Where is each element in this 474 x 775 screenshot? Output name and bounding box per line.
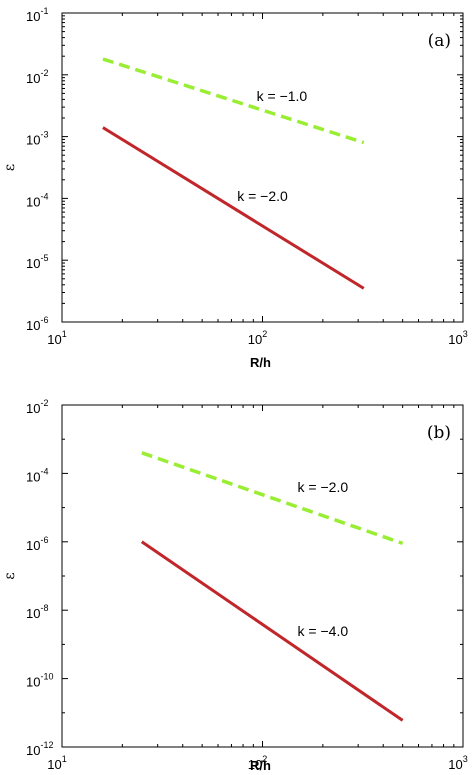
series-line-1	[102, 57, 365, 145]
x-tick-base: 10	[448, 757, 462, 772]
x-tick-exponent: 3	[463, 754, 468, 764]
y-tick-label: 10-4	[26, 191, 48, 209]
x-tick-exponent: 2	[262, 329, 267, 339]
y-tick-base: 10	[26, 743, 40, 758]
series-line-1	[141, 451, 404, 546]
y-tick-label: 10-4	[26, 466, 48, 484]
y-tick-exponent: -1	[40, 6, 48, 16]
y-tick-base: 10	[26, 256, 40, 271]
y-tick-exponent: -4	[40, 191, 48, 201]
x-tick-label: 103	[448, 329, 467, 347]
y-tick-label: 10-10	[26, 672, 53, 690]
plot-frame	[61, 12, 464, 323]
x-tick-exponent: 1	[62, 329, 67, 339]
x-tick-base: 10	[448, 332, 462, 347]
y-tick-base: 10	[26, 469, 40, 484]
annotation-label: k = −2.0	[298, 479, 349, 495]
y-tick-exponent: -2	[40, 398, 48, 408]
y-tick-exponent: -6	[40, 315, 48, 325]
y-axis-label: ε	[2, 164, 18, 171]
x-axis-label: R/h	[250, 355, 271, 370]
panel-tag: (b)	[427, 423, 451, 443]
x-tick-label: 103	[448, 754, 467, 772]
y-axis-label: ε	[2, 572, 18, 579]
y-tick-label: 10-2	[26, 398, 48, 416]
x-tick-base: 10	[248, 757, 262, 772]
x-tick-exponent: 1	[62, 754, 67, 764]
x-tick-base: 10	[47, 757, 61, 772]
annotation-label: k = −1.0	[257, 88, 308, 104]
x-axis-label: R/h	[250, 758, 271, 773]
y-tick-label: 10-8	[26, 603, 48, 621]
y-tick-label: 10-1	[26, 6, 48, 24]
y-tick-exponent: -10	[40, 672, 53, 682]
series-line-2	[102, 126, 365, 290]
y-tick-base: 10	[26, 133, 40, 148]
panel-tag: (a)	[428, 31, 451, 51]
annotation-label: k = −2.0	[237, 188, 288, 204]
plot-frame	[61, 404, 464, 748]
x-tick-exponent: 2	[262, 754, 267, 764]
y-tick-label: 10-6	[26, 315, 48, 333]
y-tick-exponent: -5	[40, 253, 48, 263]
y-tick-base: 10	[26, 538, 40, 553]
y-tick-base: 10	[26, 401, 40, 416]
x-tick-label: 102	[248, 754, 267, 772]
x-tick-exponent: 3	[463, 329, 468, 339]
x-tick-label: 101	[47, 329, 66, 347]
y-tick-label: 10-12	[26, 740, 53, 758]
y-tick-base: 10	[26, 194, 40, 209]
y-tick-label: 10-3	[26, 130, 48, 148]
y-tick-exponent: -4	[40, 466, 48, 476]
y-tick-exponent: -8	[40, 603, 48, 613]
x-tick-label: 101	[47, 754, 66, 772]
y-tick-label: 10-6	[26, 535, 48, 553]
y-tick-exponent: -12	[40, 740, 53, 750]
x-tick-label: 102	[248, 329, 267, 347]
x-tick-base: 10	[248, 332, 262, 347]
y-tick-exponent: -6	[40, 535, 48, 545]
y-tick-label: 10-5	[26, 253, 48, 271]
y-tick-exponent: -3	[40, 130, 48, 140]
y-tick-base: 10	[26, 318, 40, 333]
y-tick-label: 10-2	[26, 68, 48, 86]
y-tick-base: 10	[26, 606, 40, 621]
series-line-2	[140, 540, 404, 722]
y-tick-base: 10	[26, 71, 40, 86]
x-tick-base: 10	[47, 332, 61, 347]
y-tick-base: 10	[26, 9, 40, 24]
y-tick-exponent: -2	[40, 68, 48, 78]
annotation-label: k = −4.0	[298, 623, 349, 639]
y-tick-base: 10	[26, 675, 40, 690]
